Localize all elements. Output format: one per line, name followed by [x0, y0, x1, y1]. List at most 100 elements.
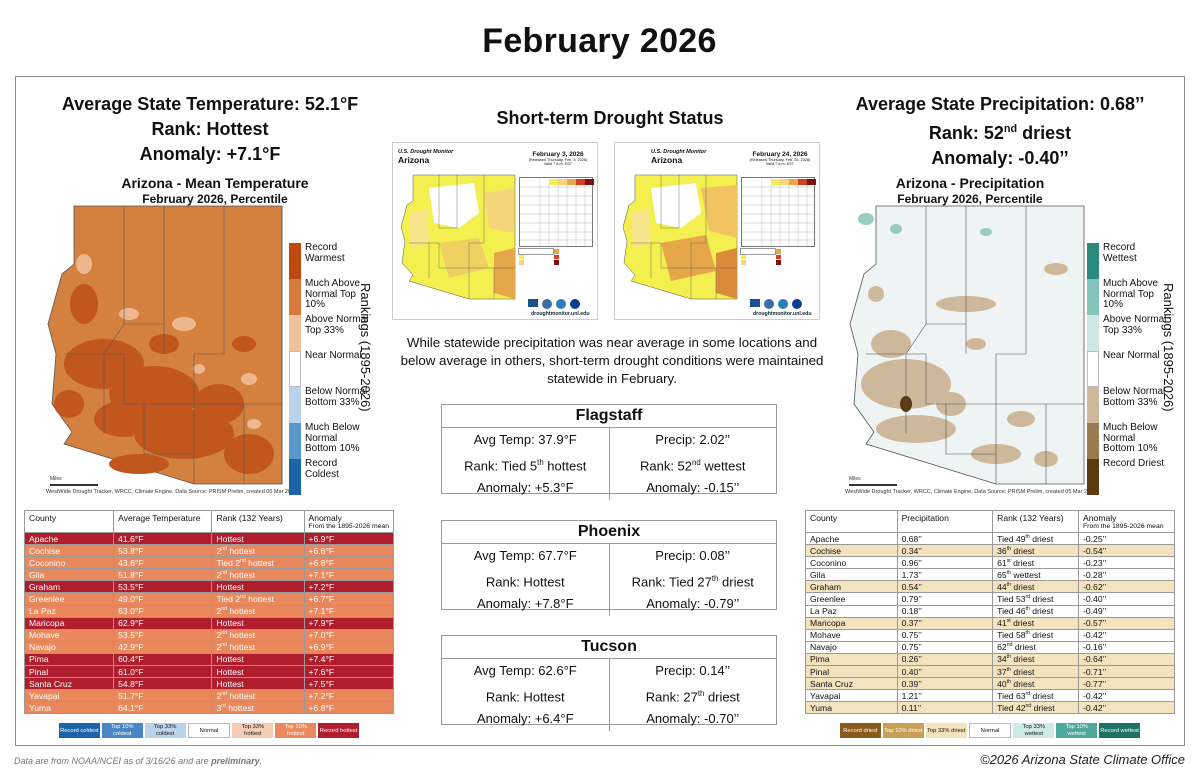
- temperature-summary: Average State Temperature: 52.1°F Rank: …: [30, 92, 390, 167]
- county-name: Coconino: [805, 556, 898, 570]
- city-precip-anomaly: Anomaly: -0.79’’: [646, 596, 740, 612]
- precipitation-legend-label: Much Below Normal Bottom 10%: [1103, 422, 1158, 454]
- county-value: 0.79’’: [896, 592, 994, 606]
- county-value: 60.4°F: [113, 652, 213, 667]
- county-value: 53.5°F: [113, 580, 213, 594]
- county-name: Cochise: [805, 544, 898, 558]
- county-rank: Tied 63rd driest: [992, 689, 1080, 703]
- temperature-rankings-label: Rankings (1895-2026): [358, 283, 373, 412]
- table-row: Pinal 61.0°F Hottest +7.6°F: [23, 665, 394, 679]
- temperature-map-title: Arizona - Mean Temperature February 2026,…: [121, 175, 309, 206]
- county-anomaly: -0.23’’: [1078, 556, 1175, 570]
- temperature-key-item: Normal: [187, 723, 231, 739]
- county-name: Apache: [23, 531, 115, 546]
- county-name: La Paz: [805, 604, 898, 618]
- temperature-legend-item: Record Warmest: [289, 242, 369, 279]
- column-average-temperature: Average Temperature: [113, 510, 213, 533]
- county-value: 0.54’’: [896, 580, 994, 594]
- county-name: Navajo: [23, 640, 115, 654]
- city-precip-rank: Rank: Tied 27th driest: [631, 573, 754, 589]
- table-row: Mohave 53.5°F 2nd hottest +7.0°F: [23, 628, 394, 642]
- county-rank: Hottest: [211, 580, 305, 594]
- precipitation-average: Average State Precipitation: 0.68’’: [855, 94, 1145, 114]
- county-rank: 62nd driest: [992, 640, 1080, 654]
- precipitation-legend-item: Much Below Normal Bottom 10%: [1087, 422, 1167, 459]
- table-row: Maricopa 0.37’’ 41st driest -0.57’’: [805, 616, 1175, 630]
- county-rank: 37th driest: [992, 665, 1080, 679]
- county-rank: 2nd hottest: [211, 628, 305, 642]
- county-rank: Hottest: [211, 531, 305, 546]
- county-rank: Tied 46th driest: [992, 604, 1080, 618]
- county-value: 43.6°F: [113, 556, 213, 570]
- precipitation-anomaly: Anomaly: -0.40’’: [931, 148, 1069, 168]
- county-value: 63.0°F: [113, 604, 213, 618]
- table-row: Yuma 0.11’’ Tied 42nd driest -0.42’’: [805, 701, 1175, 715]
- table-row: Santa Cruz 54.8°F Hottest +7.5°F: [23, 677, 394, 691]
- city-temperature-stats: Avg Temp: 67.7°F Rank: Hottest Anomaly: +7…: [442, 544, 609, 616]
- table-row: Pima 60.4°F Hottest +7.4°F: [23, 652, 394, 667]
- temperature-key-item: Top 33% hottest: [232, 723, 274, 739]
- county-name: Yuma: [805, 701, 898, 715]
- county-value: 1.73’’: [896, 568, 994, 582]
- county-name: Cochise: [23, 544, 115, 558]
- county-value: 64.1°F: [113, 701, 213, 715]
- county-anomaly: +6.9°F: [303, 531, 394, 546]
- table-row: Coconino 43.6°F Tied 2nd hottest +6.8°F: [23, 556, 394, 570]
- county-anomaly: -0.64’’: [1078, 652, 1175, 667]
- precipitation-map-scalebar: [849, 484, 897, 486]
- county-value: 62.9°F: [113, 616, 213, 630]
- temperature-legend-swatch: [289, 459, 301, 495]
- temperature-county-table: County Average Temperature Rank (132 Yea…: [23, 510, 394, 739]
- county-value: 0.96’’: [896, 556, 994, 570]
- temperature-key-item: Top 10% coldest: [101, 723, 143, 739]
- table-row: Greenlee 49.0°F Tied 2nd hottest +6.7°F: [23, 592, 394, 606]
- drought-agency-logos-2: [750, 299, 802, 309]
- county-name: Graham: [23, 580, 115, 594]
- column-rank: Rank (132 Years): [992, 510, 1080, 533]
- temperature-table-key: Record coldest Top 10% coldest Top 33% col…: [59, 723, 360, 739]
- county-anomaly: -0.28’’: [1078, 568, 1175, 582]
- county-value: 0.75’’: [896, 628, 994, 642]
- precipitation-map-scale: Miles: [849, 476, 861, 482]
- county-anomaly: +7.0°F: [303, 628, 394, 642]
- table-row: Santa Cruz 0.39’’ 40th driest -0.77’’: [805, 677, 1175, 691]
- temperature-legend-item: Near Normal: [289, 350, 369, 387]
- city-box-tucson: Tucson Avg Temp: 62.6°F Rank: Hottest Anoma…: [441, 635, 777, 731]
- precipitation-legend-swatch: [1087, 423, 1099, 459]
- county-value: 51.7°F: [113, 689, 213, 703]
- city-precip-anomaly: Anomaly: -0.15’’: [646, 480, 740, 496]
- precipitation-legend-item: Much Above Normal Top 10%: [1087, 278, 1167, 315]
- column-anomaly: Anomaly From the 1895-2026 mean: [1078, 510, 1175, 533]
- table-row: Yavapai 1.21’’ Tied 63rd driest -0.42’’: [805, 689, 1175, 703]
- temperature-legend-item: Much Above Normal Top 10%: [289, 278, 369, 315]
- county-value: 0.40’’: [896, 665, 994, 679]
- precipitation-key-item: Top 10% wettest: [1056, 723, 1098, 739]
- county-value: 0.37’’: [896, 616, 994, 630]
- county-value: 51.8°F: [113, 568, 213, 582]
- precipitation-legend-item: Above Normal Top 33%: [1087, 314, 1167, 351]
- table-row: Gila 51.8°F 2nd hottest +7.1°F: [23, 568, 394, 582]
- county-anomaly: +6.8°F: [303, 701, 394, 715]
- county-rank: 2nd hottest: [211, 604, 305, 618]
- city-precip-rank: Rank: 52nd wettest: [639, 457, 746, 473]
- temperature-legend-label: Above Normal Top 33%: [305, 314, 369, 336]
- city-temperature-stats: Avg Temp: 62.6°F Rank: Hottest Anomaly: +6…: [442, 659, 609, 731]
- county-anomaly: -0.42’’: [1078, 689, 1175, 703]
- county-rank: 41st driest: [992, 616, 1080, 630]
- table-row: Greenlee 0.79’’ Tied 53rd driest -0.40’’: [805, 592, 1175, 606]
- city-temp-rank: Rank: Hottest: [485, 688, 565, 704]
- city-precipitation-stats: Precip: 0.14’’ Rank: 27th driest Anomaly: …: [608, 659, 777, 731]
- county-name: Santa Cruz: [805, 677, 898, 691]
- county-value: 0.18’’: [896, 604, 994, 618]
- city-precip-anomaly: Anomaly: -0.70’’: [646, 711, 740, 727]
- column-rank: Rank (132 Years): [211, 510, 305, 533]
- temperature-legend-label: Below Normal Bottom 33%: [305, 386, 368, 408]
- temperature-anomaly: Anomaly: +7.1°F: [139, 144, 281, 164]
- table-row: Graham 53.5°F Hottest +7.2°F: [23, 580, 394, 594]
- city-precip: Precip: 0.08’’: [655, 548, 731, 563]
- precipitation-legend-swatch: [1087, 459, 1099, 495]
- county-name: Gila: [23, 568, 115, 582]
- county-rank: 2nd hottest: [211, 568, 305, 582]
- city-avg-temp: Avg Temp: 37.9°F: [473, 432, 577, 447]
- county-value: 0.75’’: [896, 640, 994, 654]
